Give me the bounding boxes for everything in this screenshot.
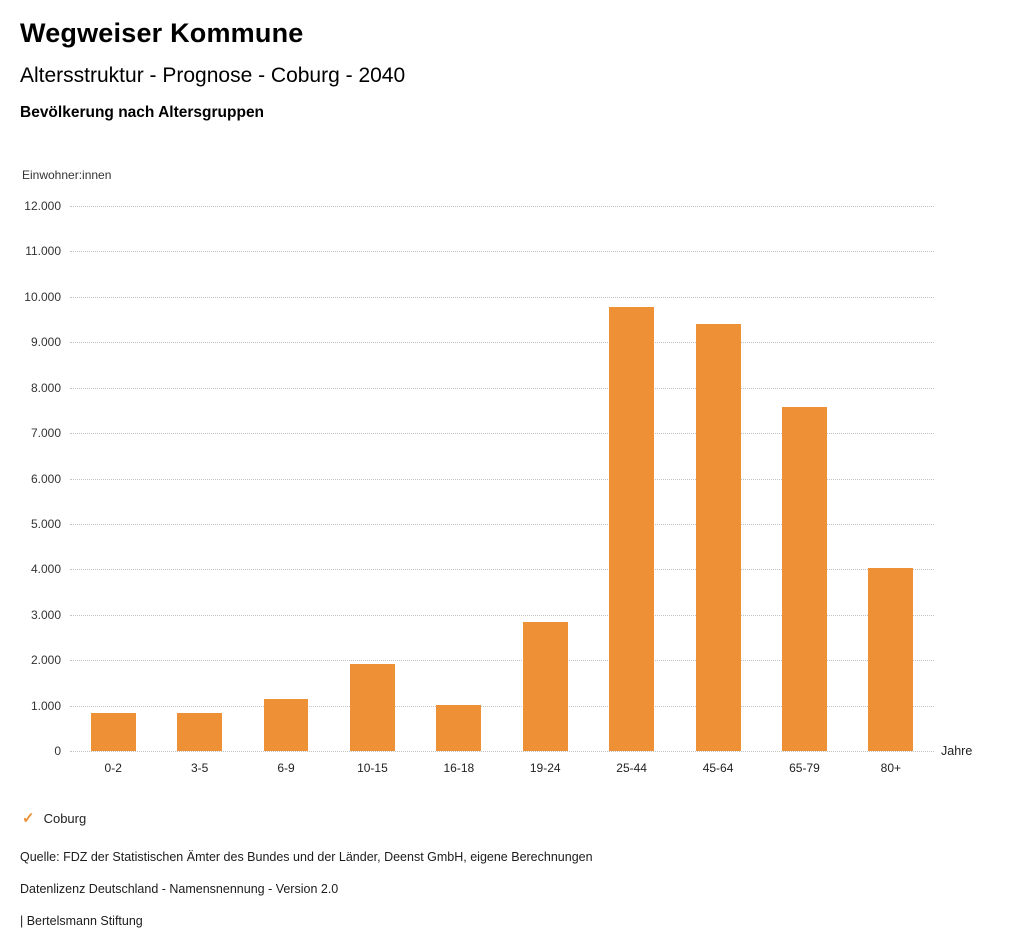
bar-25-44[interactable]: [609, 306, 655, 751]
source-text: Quelle: FDZ der Statistischen Ämter des …: [20, 850, 593, 864]
gridline: [70, 342, 934, 344]
y-axis-title: Einwohner:innen: [22, 168, 112, 182]
bar-chart-plot-area: Jahre 12.000 11.000 10.000 9.000 8.000 7.000 6…: [24, 199, 972, 758]
bar-column-3-5: [156, 206, 242, 751]
x-tick-label: 16-18: [443, 761, 475, 775]
y-tick-label: 2.000: [30, 653, 61, 668]
bar-6-9[interactable]: [263, 698, 309, 751]
gridline: [70, 206, 934, 207]
x-tick-label: 3-5: [190, 761, 209, 775]
bar-column-19-24: [502, 206, 588, 751]
bar-column-65-79: [761, 206, 847, 751]
legend-label: Coburg: [43, 811, 87, 826]
y-tick-label: 6.000: [30, 471, 61, 486]
bar-16-18[interactable]: [436, 704, 482, 751]
bar-column-6-9: [243, 206, 329, 751]
bar-column-16-18: [416, 206, 502, 751]
legend-item-coburg[interactable]: ✓ Coburg: [22, 811, 1004, 826]
y-tick-label: 12.000: [24, 199, 61, 213]
x-tick-label: 80+: [880, 761, 902, 775]
y-tick-label: 5.000: [30, 516, 61, 531]
bar-10-15[interactable]: [349, 663, 395, 751]
y-tick-label: 9.000: [30, 335, 61, 350]
bar-0-2[interactable]: [90, 712, 136, 751]
gridline: [70, 705, 934, 707]
bar-column-0-2: [70, 206, 156, 751]
x-tick-label: 65-79: [789, 761, 820, 775]
y-tick-label: 3.000: [30, 607, 61, 622]
gridline: [70, 614, 934, 616]
x-axis-unit-label: Jahre: [941, 744, 973, 758]
gridline: [70, 387, 934, 389]
gridline: [70, 251, 934, 253]
y-tick-label: 10.000: [24, 289, 61, 304]
license-text: Datenlizenz Deutschland - Namensnennung …: [20, 882, 339, 896]
bar-3-5[interactable]: [177, 712, 223, 751]
bar-column-25-44: [588, 206, 674, 751]
gridline: [70, 751, 934, 752]
footer: Quelle: FDZ der Statistischen Ämter des …: [20, 850, 1004, 928]
y-tick-label: 8.000: [30, 380, 61, 395]
x-tick-label: 19-24: [529, 761, 561, 775]
chart-heading: Bevölkerung nach Altersgruppen: [20, 104, 265, 121]
gridline: [70, 523, 934, 525]
page-title: Wegweiser Kommune: [20, 18, 304, 48]
bar-19-24[interactable]: [522, 621, 568, 751]
gridline: [70, 660, 934, 662]
bar-column-45-64: [675, 206, 761, 751]
y-tick-label: 4.000: [30, 562, 61, 577]
y-tick-label: 7.000: [30, 426, 61, 441]
gridline: [70, 433, 934, 435]
x-tick-label: 25-44: [616, 761, 647, 775]
gridline: [70, 569, 934, 571]
legend-check-icon: ✓: [22, 810, 35, 827]
chart-subtitle: Altersstruktur - Prognose - Coburg - 204…: [20, 64, 406, 87]
y-tick-label: 11.000: [25, 244, 61, 259]
x-tick-label: 0-2: [104, 761, 122, 775]
attribution-text: | Bertelsmann Stiftung: [20, 914, 143, 928]
bar-80+[interactable]: [868, 567, 914, 751]
x-tick-label: 10-15: [357, 761, 388, 775]
bar-65-79[interactable]: [781, 407, 827, 751]
x-tick-label: 6-9: [277, 761, 295, 775]
gridline: [70, 296, 934, 298]
gridline: [70, 478, 934, 480]
bar-column-10-15: [329, 206, 415, 751]
y-tick-label: 1.000: [30, 698, 61, 713]
x-axis-tick-labels: 0-2 3-5 6-9 10-15 16-18 19-24 25-44 45-64 65-79 8…: [70, 761, 934, 775]
x-tick-label: 45-64: [702, 761, 734, 775]
bar-45-64[interactable]: [695, 324, 741, 751]
bar-series: [70, 206, 934, 751]
y-tick-label: 0: [54, 744, 61, 758]
bar-column-80+: [848, 206, 934, 751]
